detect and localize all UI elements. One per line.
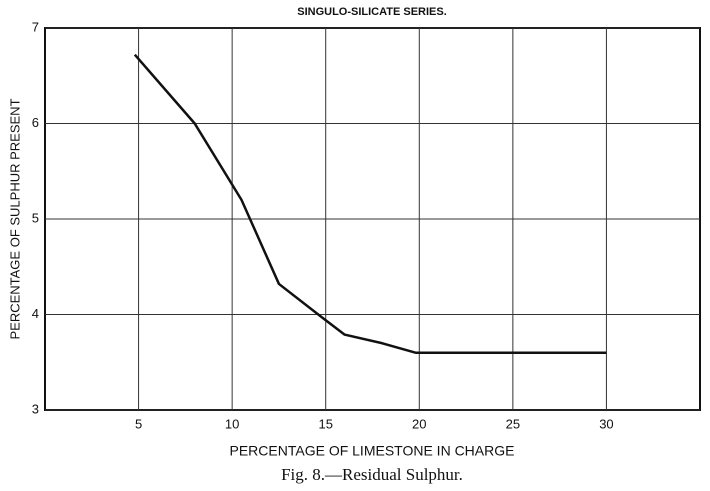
- y-tick-label: 5: [32, 210, 39, 225]
- caption: Fig. 8.—Residual Sulphur.: [281, 465, 463, 484]
- y-axis-label: PERCENTAGE OF SULPHUR PRESENT: [7, 98, 22, 339]
- x-tick-label: 10: [225, 416, 239, 431]
- x-axis-label: PERCENTAGE OF LIMESTONE IN CHARGE: [230, 443, 515, 459]
- x-tick-label: 15: [318, 416, 332, 431]
- y-tick-label: 6: [32, 115, 39, 130]
- x-tick-label: 5: [135, 416, 142, 431]
- chart-title: SINGULO-SILICATE SERIES.: [297, 6, 447, 18]
- data-line: [133, 53, 607, 354]
- y-tick-label: 7: [32, 19, 39, 34]
- y-tick-label: 4: [32, 306, 39, 321]
- x-tick-label: 30: [599, 416, 613, 431]
- x-tick-label: 20: [412, 416, 426, 431]
- y-tick-label: 3: [32, 401, 39, 416]
- x-tick-label: 25: [506, 416, 520, 431]
